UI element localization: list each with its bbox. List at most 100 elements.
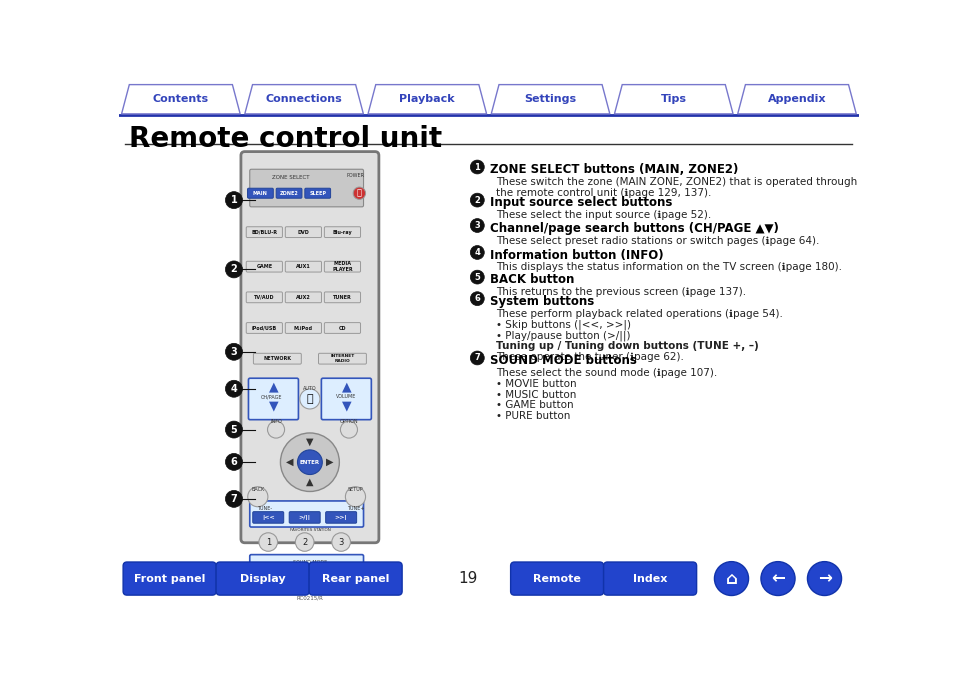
Text: CH/PAGE: CH/PAGE bbox=[261, 394, 282, 399]
Text: CD: CD bbox=[338, 326, 346, 330]
Text: Contents: Contents bbox=[152, 94, 209, 104]
Text: 1: 1 bbox=[474, 162, 479, 172]
FancyBboxPatch shape bbox=[123, 562, 216, 595]
Text: TUNE-: TUNE- bbox=[256, 506, 272, 511]
Text: 3: 3 bbox=[231, 347, 237, 357]
FancyBboxPatch shape bbox=[603, 562, 696, 595]
FancyBboxPatch shape bbox=[309, 562, 402, 595]
Text: Settings: Settings bbox=[524, 94, 576, 104]
Text: These select the input source (ℹ⁠page 52).: These select the input source (ℹ⁠page 52… bbox=[496, 210, 710, 220]
Circle shape bbox=[332, 533, 350, 551]
Text: marantz: marantz bbox=[287, 586, 333, 596]
Text: 🔇: 🔇 bbox=[306, 394, 313, 404]
Text: BACK button: BACK button bbox=[489, 273, 574, 286]
FancyBboxPatch shape bbox=[276, 188, 302, 199]
Text: • GAME button: • GAME button bbox=[496, 400, 573, 411]
FancyBboxPatch shape bbox=[321, 378, 371, 420]
Text: Information button (INFO): Information button (INFO) bbox=[489, 248, 662, 262]
Circle shape bbox=[297, 450, 322, 474]
Text: ←: ← bbox=[770, 569, 784, 588]
Text: 3: 3 bbox=[338, 538, 343, 546]
Circle shape bbox=[225, 380, 242, 397]
Circle shape bbox=[280, 433, 339, 491]
Text: AUTO: AUTO bbox=[303, 386, 316, 390]
Circle shape bbox=[470, 351, 484, 365]
Text: PURE: PURE bbox=[344, 567, 358, 572]
FancyBboxPatch shape bbox=[324, 292, 360, 303]
FancyBboxPatch shape bbox=[250, 555, 363, 579]
Circle shape bbox=[267, 421, 284, 438]
FancyBboxPatch shape bbox=[289, 511, 320, 523]
Text: AUX2: AUX2 bbox=[295, 295, 311, 300]
FancyBboxPatch shape bbox=[285, 261, 321, 272]
FancyBboxPatch shape bbox=[253, 353, 301, 364]
Text: the remote control unit (ℹ⁠page 129, 137).: the remote control unit (ℹ⁠page 129, 137… bbox=[496, 188, 711, 198]
Circle shape bbox=[299, 389, 319, 409]
FancyBboxPatch shape bbox=[510, 562, 603, 595]
Text: INFO: INFO bbox=[270, 419, 282, 425]
Circle shape bbox=[470, 270, 484, 284]
Circle shape bbox=[340, 421, 357, 438]
Text: These switch the zone (MAIN ZONE, ZONE2) that is operated through: These switch the zone (MAIN ZONE, ZONE2)… bbox=[496, 177, 856, 187]
Polygon shape bbox=[737, 85, 856, 114]
Text: ▼: ▼ bbox=[269, 400, 278, 413]
Text: ◀: ◀ bbox=[286, 457, 294, 467]
Text: 2: 2 bbox=[231, 264, 237, 275]
Text: 6: 6 bbox=[474, 294, 479, 303]
FancyBboxPatch shape bbox=[285, 322, 321, 333]
Text: ▲: ▲ bbox=[269, 380, 278, 393]
Text: 7: 7 bbox=[474, 353, 479, 363]
Text: SETUP: SETUP bbox=[347, 487, 363, 491]
Text: DVD: DVD bbox=[297, 229, 309, 235]
Text: >>|: >>| bbox=[335, 515, 347, 520]
Text: MOVIE: MOVIE bbox=[249, 567, 267, 572]
Circle shape bbox=[345, 487, 365, 507]
Circle shape bbox=[248, 487, 268, 507]
Text: POWER: POWER bbox=[346, 173, 364, 178]
Text: GAME: GAME bbox=[256, 264, 273, 269]
Text: These select the sound mode (ℹ⁠page 107).: These select the sound mode (ℹ⁠page 107)… bbox=[496, 368, 717, 378]
Text: These operate the tuner (ℹ⁠page 62).: These operate the tuner (ℹ⁠page 62). bbox=[496, 352, 683, 362]
Text: GAME: GAME bbox=[312, 567, 328, 572]
FancyBboxPatch shape bbox=[246, 227, 282, 238]
Text: →: → bbox=[817, 569, 831, 588]
Text: MUSIC: MUSIC bbox=[280, 567, 297, 572]
FancyBboxPatch shape bbox=[325, 511, 356, 523]
FancyBboxPatch shape bbox=[246, 261, 282, 272]
Circle shape bbox=[470, 193, 484, 207]
FancyBboxPatch shape bbox=[324, 227, 360, 238]
Text: This returns to the previous screen (ℹ⁠page 137).: This returns to the previous screen (ℹ⁠p… bbox=[496, 287, 745, 297]
FancyBboxPatch shape bbox=[250, 501, 363, 527]
FancyBboxPatch shape bbox=[285, 227, 321, 238]
Text: This displays the status information on the TV screen (ℹ⁠page 180).: This displays the status information on … bbox=[496, 262, 841, 273]
FancyBboxPatch shape bbox=[305, 188, 331, 199]
Text: Index: Index bbox=[632, 573, 666, 583]
Polygon shape bbox=[121, 85, 240, 114]
Circle shape bbox=[295, 533, 314, 551]
FancyBboxPatch shape bbox=[216, 562, 309, 595]
Text: 7: 7 bbox=[231, 494, 237, 504]
Text: NETWORK: NETWORK bbox=[263, 356, 291, 361]
Circle shape bbox=[353, 187, 365, 199]
Text: • Skip buttons (|<<, >>|): • Skip buttons (|<<, >>|) bbox=[496, 320, 630, 330]
Text: TUNE+: TUNE+ bbox=[346, 506, 364, 511]
Text: • Play/pause button (>/||): • Play/pause button (>/||) bbox=[496, 330, 630, 341]
Text: 1: 1 bbox=[231, 195, 237, 205]
FancyBboxPatch shape bbox=[247, 188, 273, 199]
Text: TUNER: TUNER bbox=[333, 295, 352, 300]
Circle shape bbox=[714, 562, 748, 596]
Text: iPod/USB: iPod/USB bbox=[252, 326, 276, 330]
Text: Display: Display bbox=[239, 573, 285, 583]
Text: System buttons: System buttons bbox=[489, 295, 594, 308]
FancyBboxPatch shape bbox=[274, 565, 303, 575]
Text: ▼: ▼ bbox=[306, 437, 314, 447]
Text: ▼: ▼ bbox=[341, 400, 351, 413]
Text: Playback: Playback bbox=[399, 94, 455, 104]
Text: VOLUME: VOLUME bbox=[335, 394, 356, 399]
Polygon shape bbox=[368, 85, 486, 114]
FancyBboxPatch shape bbox=[250, 169, 363, 207]
Text: MEDIA
PLAYER: MEDIA PLAYER bbox=[332, 261, 353, 272]
Text: 2: 2 bbox=[474, 196, 479, 205]
Text: Tuning up / Tuning down buttons (TUNE +, –): Tuning up / Tuning down buttons (TUNE +,… bbox=[496, 341, 758, 351]
Text: INTERNET
RADIO: INTERNET RADIO bbox=[330, 355, 355, 363]
